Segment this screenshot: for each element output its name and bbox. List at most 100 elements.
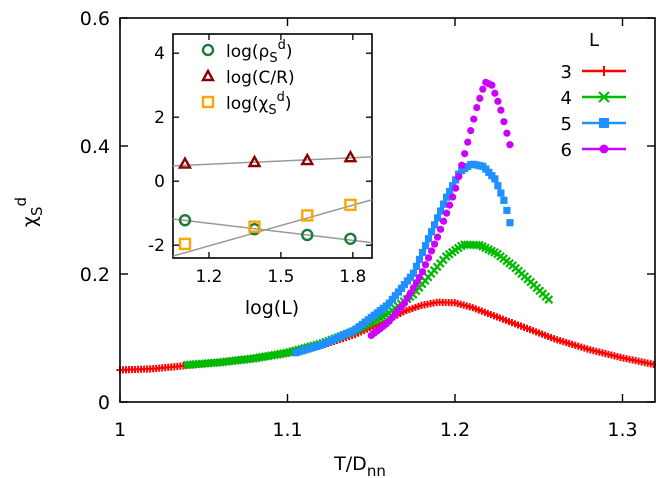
data-point [394, 288, 402, 296]
inset-x-axis-label: log(L) [245, 297, 299, 319]
legend-item: 4 [561, 88, 626, 109]
series-L4 [182, 240, 554, 370]
data-point [421, 241, 430, 250]
data-point [301, 209, 314, 222]
inset-frame [172, 33, 373, 259]
y-tick-label: 0 [98, 392, 110, 414]
legend-marker [599, 118, 609, 128]
data-point [506, 141, 514, 149]
legend-marker [599, 144, 609, 154]
data-point [177, 156, 193, 169]
data-point [455, 173, 463, 181]
legend-marker [598, 91, 610, 103]
inset-legend-item: log(C/R) [200, 68, 295, 88]
data-point [491, 175, 499, 183]
series-L6 [367, 78, 514, 340]
y-tick-label: 0.4 [80, 136, 110, 158]
data-point [427, 228, 436, 236]
legend-label: 4 [561, 88, 572, 109]
data-point [452, 184, 460, 192]
data-point [418, 248, 427, 257]
y-tick-label: 0.2 [80, 264, 110, 286]
inset-y-tick-label: 0 [154, 172, 165, 192]
fit-line [172, 218, 373, 244]
inset-legend: log(ρSd)log(C/R)log(χSd) [200, 38, 295, 118]
legend-item: 6 [561, 140, 626, 161]
data-point [403, 277, 412, 285]
inset-y-tick-label: -2 [148, 236, 165, 256]
data-point [503, 129, 511, 137]
data-point [494, 182, 502, 190]
data-point [472, 240, 481, 250]
data-point [476, 94, 484, 102]
data-point [449, 193, 457, 201]
data-point [433, 233, 442, 241]
inset-y-tick-label: 4 [154, 44, 165, 64]
data-point [409, 269, 418, 277]
data-point [500, 196, 508, 204]
x-tick-label: 1.2 [440, 419, 470, 441]
data-point [461, 150, 469, 158]
data-point [421, 261, 430, 269]
data-point [464, 138, 472, 146]
data-point [449, 182, 457, 190]
x-tick-label: 1.1 [272, 419, 302, 441]
data-point [391, 292, 399, 300]
data-point [415, 255, 424, 264]
data-point [440, 200, 448, 208]
data-point [424, 254, 433, 262]
data-point [479, 85, 487, 93]
inset-legend-marker [201, 43, 215, 57]
legend: L3 4 5 6 [561, 30, 626, 161]
legend-item: 5 [561, 114, 626, 135]
x-tick-label: 1.3 [607, 419, 637, 441]
inset-series [177, 149, 358, 169]
inset-legend-label: log(ρSd) [226, 38, 293, 66]
legend-title: L [589, 30, 599, 51]
series-L5 [292, 160, 514, 357]
legend-item: 3 [561, 62, 626, 83]
data-point [452, 176, 460, 184]
inset-series [178, 198, 357, 251]
inset-plot: 1.2 1.5 1.8 -2 0 2 4 log(L) log(ρSd)log(C/R)log(… [148, 33, 373, 319]
data-point [427, 247, 436, 255]
legend-label: 3 [561, 62, 572, 83]
inset-y-tick-label: 2 [154, 108, 165, 128]
data-point [400, 281, 409, 289]
data-point [248, 220, 261, 233]
data-point [440, 217, 448, 225]
data-point [388, 295, 396, 303]
data-point [412, 262, 421, 270]
data-point [494, 97, 502, 105]
inset-legend-label: log(C/R) [226, 68, 295, 88]
data-point [301, 228, 314, 242]
data-point [473, 104, 481, 112]
data-point [470, 115, 478, 123]
data-point [436, 225, 445, 233]
inset-legend-label: log(χSd) [226, 90, 292, 118]
inset-x-tick-label: 1.5 [267, 267, 294, 287]
data-point [344, 232, 357, 246]
inset-legend-marker [200, 68, 216, 82]
fit-line [172, 156, 373, 167]
data-point [300, 152, 315, 166]
data-point [503, 206, 511, 215]
inset-x-tick-label: 1.8 [339, 267, 366, 287]
data-point [500, 118, 508, 126]
data-point [406, 273, 415, 281]
main-plot: 1 1.1 1.2 1.3 0 0.2 0.4 0.6 T/Dnn χSd L3 4 5 6 [12, 8, 656, 478]
data-point [247, 154, 262, 168]
data-point [415, 273, 424, 282]
inset-x-tick-label: 1.2 [195, 267, 222, 287]
data-point [430, 240, 439, 248]
data-point [436, 207, 445, 215]
data-point [418, 268, 427, 276]
legend-label: 5 [561, 114, 572, 135]
data-point [497, 189, 505, 197]
data-point [446, 187, 454, 196]
data-point [443, 209, 451, 217]
data-point [430, 221, 439, 229]
x-axis-label: T/Dnn [333, 453, 386, 478]
data-point [433, 214, 442, 222]
